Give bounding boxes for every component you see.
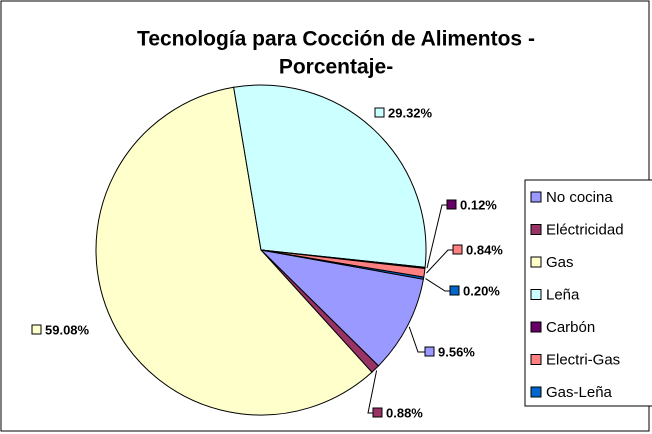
label-swatch — [446, 199, 457, 210]
data-label: 0.88% — [386, 405, 423, 420]
label-swatch — [31, 324, 42, 335]
legend-swatch — [530, 289, 542, 300]
data-label: 59.08% — [45, 322, 90, 337]
legend-label: Leña — [546, 286, 580, 303]
chart-title: Porcentaje- — [279, 56, 393, 79]
label-swatch — [452, 244, 463, 255]
legend-swatch — [530, 224, 542, 235]
legend-label: Carbón — [546, 319, 595, 336]
data-label: 9.56% — [438, 344, 475, 359]
leader-line — [426, 249, 453, 274]
leader-line — [425, 278, 450, 292]
leader-line — [408, 326, 425, 353]
chart-title: Tecnología para Cocción de Alimentos - — [137, 28, 535, 51]
legend-label: No cocina — [546, 189, 613, 206]
data-label: 0.20% — [463, 283, 500, 298]
pie-slice — [95, 86, 373, 416]
legend-label: Gas-Leña — [546, 384, 613, 401]
legend-swatch — [530, 256, 542, 268]
leader-line — [367, 370, 378, 414]
legend-label: Gas — [546, 254, 574, 271]
legend-swatch — [530, 191, 542, 203]
legend-label: Electri-Gas — [546, 351, 620, 368]
legend-swatch — [530, 386, 542, 398]
legend-swatch — [530, 354, 542, 365]
pie-slice — [260, 249, 425, 280]
legend-swatch — [530, 321, 542, 333]
data-label: 0.12% — [460, 197, 497, 212]
label-swatch — [424, 346, 435, 357]
data-label: 29.32% — [388, 105, 433, 120]
label-swatch — [449, 285, 460, 296]
label-swatch — [372, 407, 383, 418]
pie-slice — [259, 249, 424, 367]
data-label: 0.84% — [466, 242, 503, 257]
legend-box — [524, 179, 652, 407]
label-swatch — [374, 107, 385, 118]
leader-line — [426, 204, 447, 269]
pie-slice — [233, 84, 427, 268]
legend-label: Eléctricidad — [546, 221, 624, 238]
